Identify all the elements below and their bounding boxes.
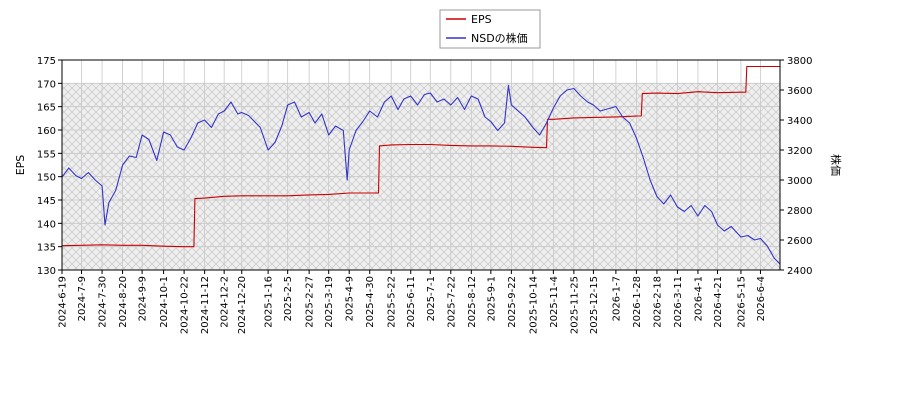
- x-tick-label: 2025-12-15: [589, 276, 600, 334]
- x-tick-label: 2026-5-15: [736, 276, 747, 328]
- x-tick-label: 2025-7-1: [426, 276, 437, 321]
- y-left-tick-label: 145: [37, 196, 56, 207]
- x-tick-label: 2024-11-12: [200, 276, 211, 334]
- y-left-tick-label: 140: [37, 219, 56, 230]
- x-tick-label: 2025-2-27: [305, 276, 316, 328]
- y-right-tick-label: 3400: [787, 116, 812, 127]
- x-tick-label: 2025-10-14: [528, 276, 539, 334]
- x-tick-label: 2025-3-19: [324, 276, 335, 328]
- y-left-tick-label: 160: [37, 126, 56, 137]
- plot-frame: [61, 59, 781, 271]
- x-tick-label: 2024-12-20: [237, 276, 248, 334]
- y-right-tick-label: 3200: [787, 146, 812, 157]
- price-series-line: [62, 84, 780, 265]
- legend: EPS NSDの株価: [439, 9, 541, 49]
- x-tick-label: 2024-9-9: [138, 276, 149, 321]
- y-left-tick-label: 155: [37, 149, 56, 160]
- x-tick-label: 2025-11-4: [549, 276, 560, 328]
- y-right-tick-label: 3600: [787, 86, 812, 97]
- y-left-tick-label: 150: [37, 173, 56, 184]
- x-tick-label: 2025-2-5: [283, 276, 294, 321]
- axes: 130 135 140 145 150 155 160 165 170 175 2400 2600 28…: [37, 56, 813, 334]
- y-left-tick-label: 170: [37, 79, 56, 90]
- x-tick-label: 2026-4-1: [693, 276, 704, 321]
- x-tick-label: 2024-7-30: [98, 276, 109, 328]
- y-left-tick-label: 135: [37, 243, 56, 254]
- x-tick-label: 2025-1-16: [264, 276, 275, 328]
- y-right-axis-label: 株価: [829, 154, 843, 176]
- x-tick-label: 2026-2-18: [652, 276, 663, 328]
- x-tick-label: 2025-8-12: [467, 276, 478, 328]
- y-right-tick-label: 3800: [787, 56, 812, 67]
- y-left-tick-label: 175: [37, 56, 56, 67]
- x-tick-label: 2025-6-11: [406, 276, 417, 328]
- x-tick-label: 2024-10-22: [180, 276, 191, 334]
- x-tick-label: 2025-4-30: [365, 276, 376, 328]
- y-right-tick-label: 2400: [787, 266, 812, 277]
- x-tick-label: 2026-1-28: [632, 276, 643, 328]
- x-tick-label: 2025-9-1: [486, 276, 497, 321]
- y-left-tick-label: 165: [37, 103, 56, 114]
- grid: [61, 59, 780, 271]
- series-layer: [62, 65, 780, 265]
- y-left-axis-label: EPS: [14, 155, 27, 176]
- legend-eps-label: EPS: [471, 13, 492, 26]
- x-tick-label: 2024-8-20: [118, 276, 129, 328]
- x-tick-label: 2024-12-2: [220, 276, 231, 328]
- x-tick-label: 2025-11-25: [569, 276, 580, 334]
- y-right-tick-label: 2600: [787, 236, 812, 247]
- x-tick-label: 2025-4-9: [345, 276, 356, 321]
- x-tick-label: 2026-1-7: [611, 276, 622, 321]
- y-right-tick-label: 3000: [787, 176, 812, 187]
- x-tick-label: 2025-9-22: [507, 276, 518, 328]
- legend-box: [439, 9, 541, 49]
- x-tick-label: 2026-4-21: [713, 276, 724, 328]
- legend-price-label: NSDの株価: [471, 31, 528, 45]
- x-tick-label: 2024-7-9: [77, 276, 88, 321]
- y-right-tick-label: 2800: [787, 206, 812, 217]
- x-tick-label: 2025-5-22: [387, 276, 398, 328]
- y-left-tick-label: 130: [37, 266, 56, 277]
- x-tick-label: 2026-3-11: [673, 276, 684, 328]
- x-tick-label: 2025-7-22: [446, 276, 457, 328]
- x-tick-label: 2026-6-4: [756, 276, 767, 321]
- x-tick-label: 2024-6-19: [58, 276, 69, 328]
- eps-series-line: [62, 65, 780, 248]
- x-tick-label: 2024-10-1: [159, 276, 170, 328]
